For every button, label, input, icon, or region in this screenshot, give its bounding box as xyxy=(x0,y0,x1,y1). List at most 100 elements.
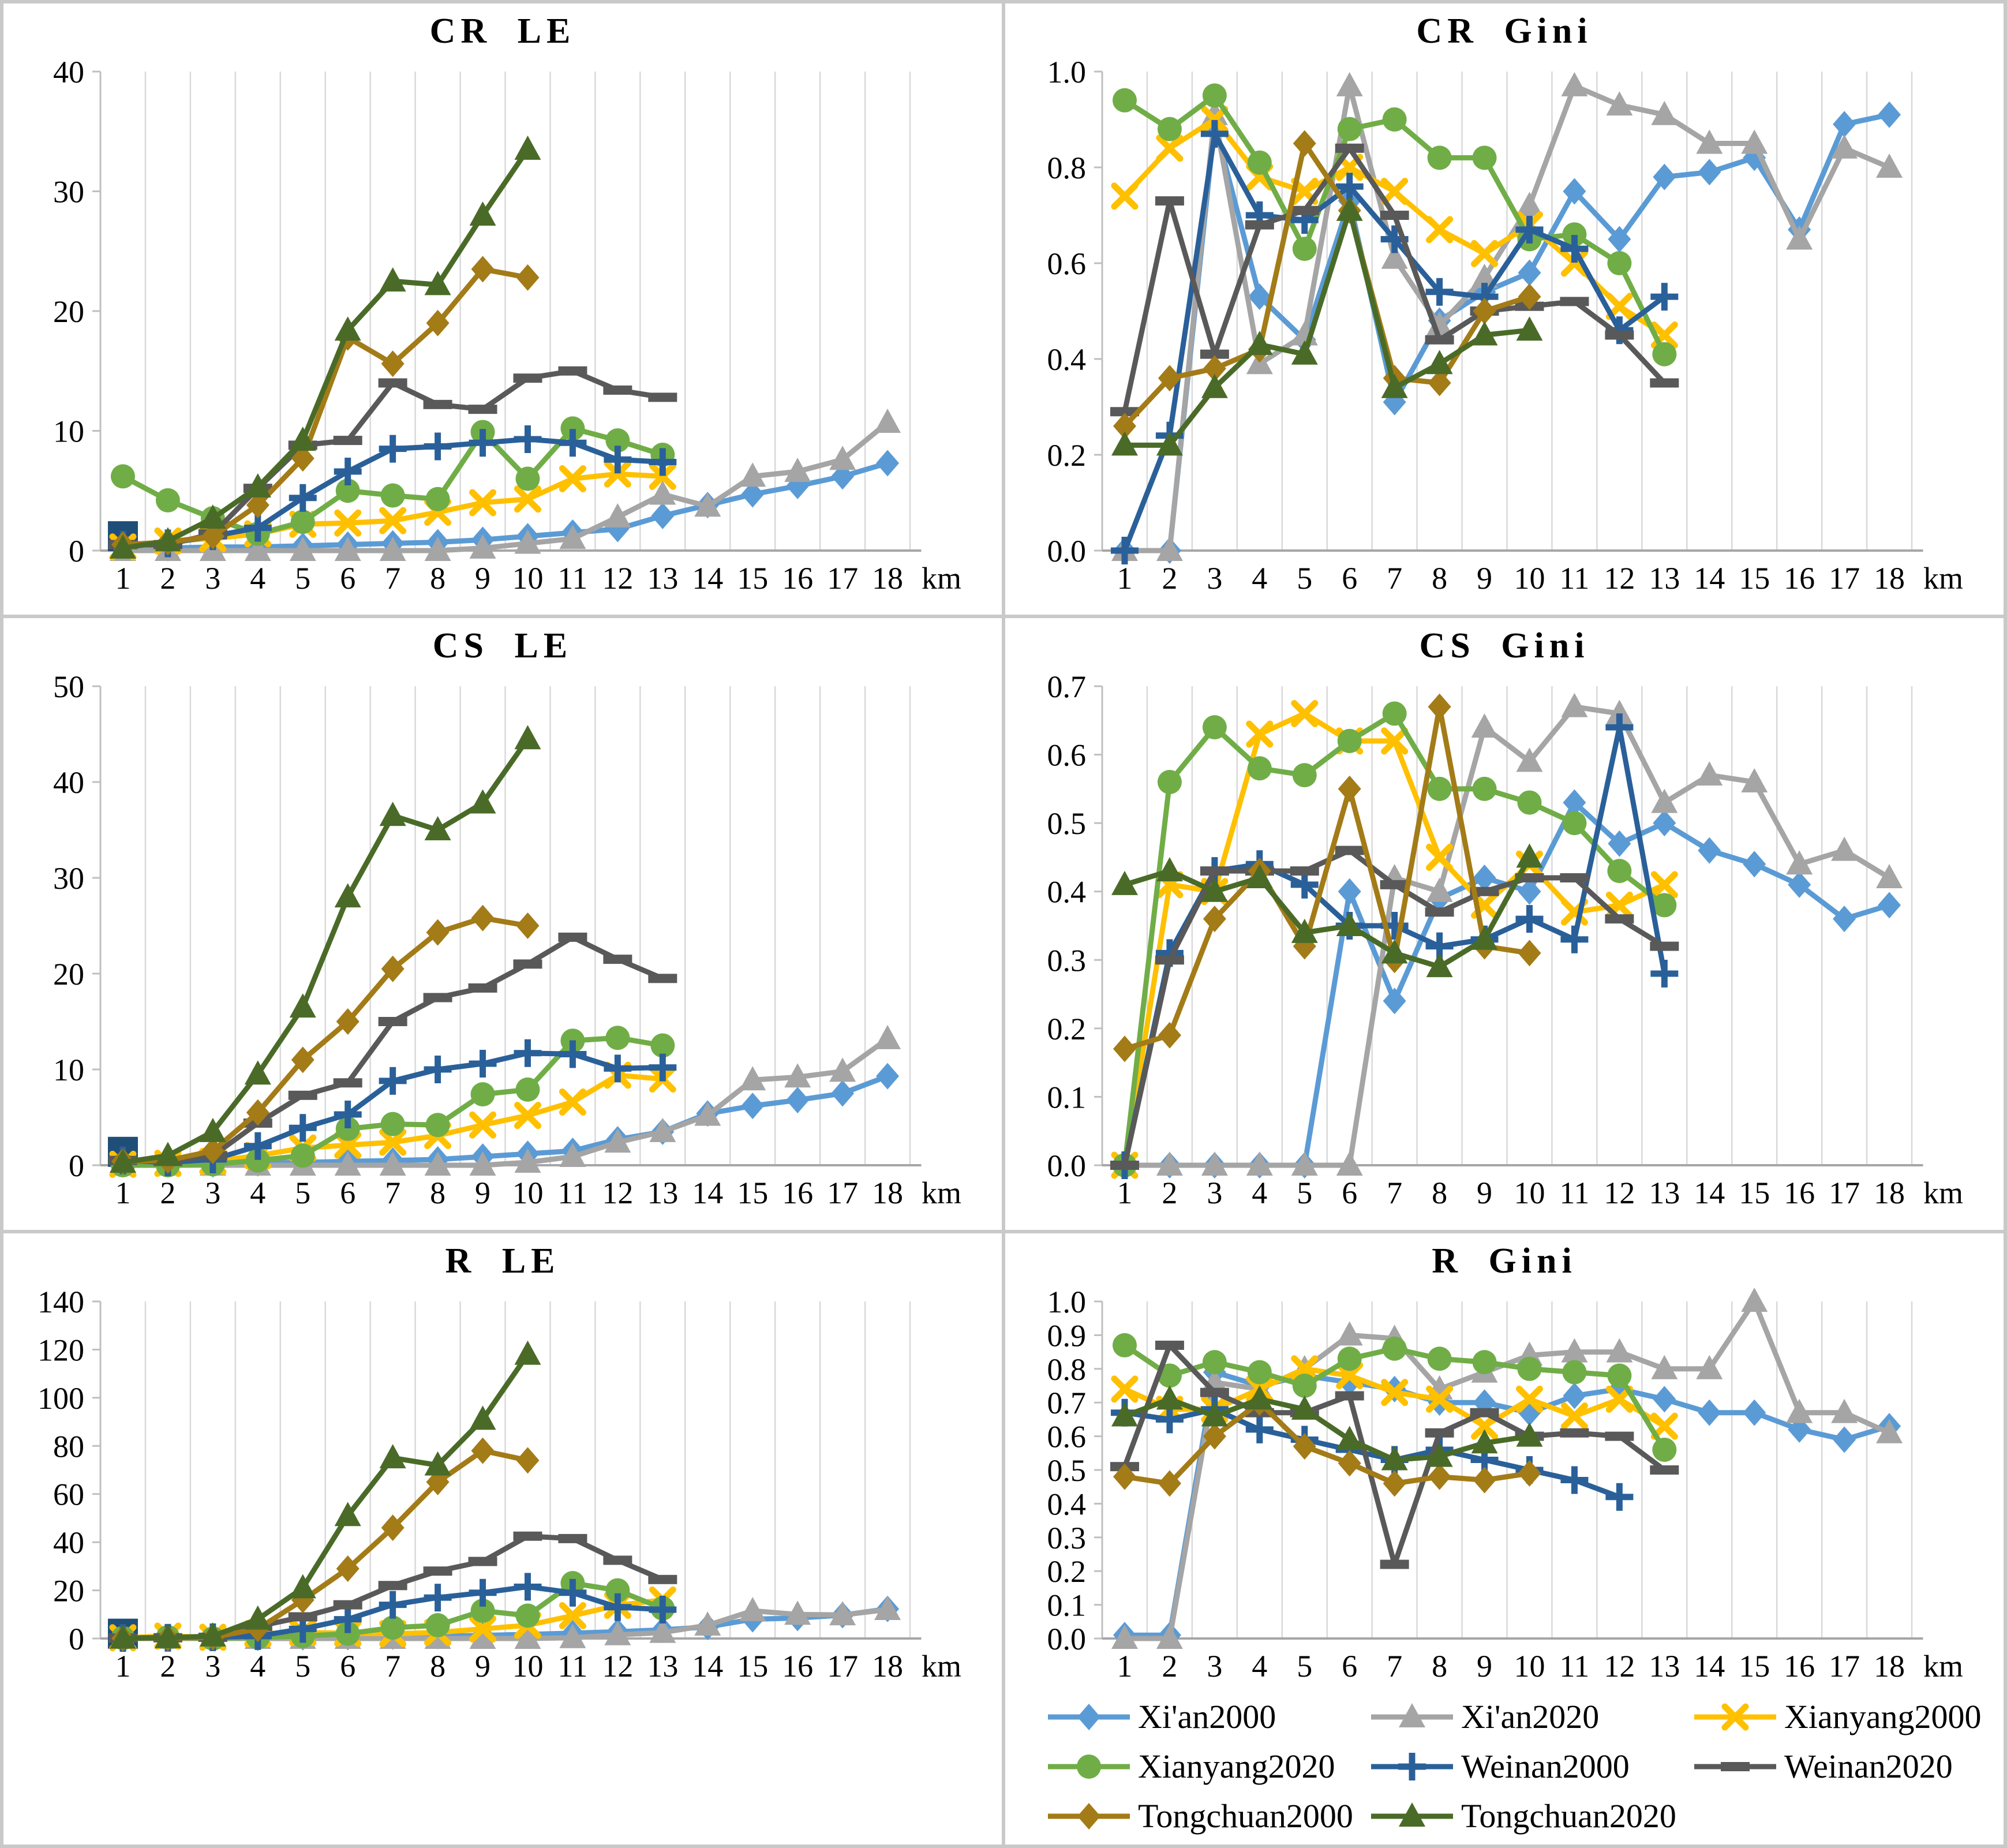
svg-text:0.5: 0.5 xyxy=(1047,806,1087,841)
svg-text:9: 9 xyxy=(475,1649,490,1684)
svg-text:11: 11 xyxy=(557,1649,587,1684)
svg-text:6: 6 xyxy=(340,1176,355,1210)
chart-title-cr-le: CR LE xyxy=(429,12,576,51)
svg-text:13: 13 xyxy=(1649,1649,1680,1684)
svg-text:80: 80 xyxy=(53,1429,84,1464)
svg-text:30: 30 xyxy=(53,861,84,896)
svg-text:15: 15 xyxy=(1739,1649,1770,1684)
svg-text:9: 9 xyxy=(1477,561,1492,596)
svg-text:0: 0 xyxy=(69,1149,84,1183)
triangle-series-marker-icon xyxy=(1371,1802,1453,1827)
svg-text:0.6: 0.6 xyxy=(1047,738,1087,773)
svg-text:7: 7 xyxy=(1387,1649,1402,1684)
plus-series-marker-icon xyxy=(1371,1752,1453,1780)
svg-text:2: 2 xyxy=(160,1649,175,1684)
svg-text:3: 3 xyxy=(1207,1176,1222,1210)
svg-text:20: 20 xyxy=(53,294,84,329)
svg-text:17: 17 xyxy=(1829,1649,1860,1684)
legend: Xi'an2000 Xi'an2020 Xianyang2000 Xianyang20… xyxy=(1005,1692,2004,1839)
legend-item-tongchuan2000: Tongchuan2000 xyxy=(1046,1793,1369,1839)
svg-text:0.3: 0.3 xyxy=(1047,1520,1087,1555)
svg-text:0.2: 0.2 xyxy=(1047,438,1087,473)
legend-label: Weinan2020 xyxy=(1784,1748,1953,1786)
svg-text:2: 2 xyxy=(1162,1176,1177,1210)
svg-text:16: 16 xyxy=(782,1176,813,1210)
svg-text:5: 5 xyxy=(295,561,310,596)
svg-text:17: 17 xyxy=(1829,561,1860,596)
svg-text:13: 13 xyxy=(647,1176,678,1210)
svg-text:3: 3 xyxy=(1207,561,1222,596)
x-series-marker-icon xyxy=(1694,1703,1776,1731)
svg-text:9: 9 xyxy=(475,561,490,596)
svg-text:15: 15 xyxy=(737,1176,768,1210)
svg-text:0.4: 0.4 xyxy=(1047,1487,1087,1521)
svg-text:0.7: 0.7 xyxy=(1047,1386,1087,1420)
svg-text:16: 16 xyxy=(1784,561,1815,596)
legend-item-xi-an2020: Xi'an2020 xyxy=(1369,1694,1692,1740)
svg-text:18: 18 xyxy=(1874,1649,1905,1684)
chart-r-gini: 0.00.10.20.30.40.50.60.70.80.91.01 2 3 4 5 6 7… xyxy=(1047,1285,1964,1684)
svg-text:0.2: 0.2 xyxy=(1047,1012,1087,1046)
svg-text:km: km xyxy=(1923,1176,1963,1210)
panel-cs-gini: CS Gini 0.0 0.1 0.2 0.3 0.4 0.5 0.6 0.7 1 2 3 4 5 6 7 8… xyxy=(1005,618,2004,1230)
svg-text:8: 8 xyxy=(430,1649,445,1684)
svg-text:8: 8 xyxy=(430,561,445,596)
svg-text:17: 17 xyxy=(827,1176,858,1210)
svg-text:14: 14 xyxy=(1694,1649,1725,1684)
svg-text:12: 12 xyxy=(602,1649,633,1684)
svg-text:2: 2 xyxy=(160,561,175,596)
legend-label: Tongchuan2000 xyxy=(1138,1797,1353,1835)
svg-text:15: 15 xyxy=(1739,561,1770,596)
svg-text:12: 12 xyxy=(602,1176,633,1210)
svg-text:4: 4 xyxy=(1252,561,1267,596)
legend-item-xianyang2020: Xianyang2020 xyxy=(1046,1744,1369,1790)
svg-text:0.1: 0.1 xyxy=(1047,1588,1087,1622)
legend-item-xianyang2000: Xianyang2000 xyxy=(1692,1694,2004,1740)
svg-text:9: 9 xyxy=(475,1176,490,1210)
svg-text:12: 12 xyxy=(1604,1176,1635,1210)
svg-text:0.8: 0.8 xyxy=(1047,1352,1087,1386)
svg-text:18: 18 xyxy=(1874,561,1905,596)
panel-cr-gini: CR Gini 0.0 0.2 0.4 0.6 0.8 1.0 1 2 3 4 5 6 7 8 9 10 11 1… xyxy=(1005,3,2004,615)
chart-title-cr-gini: CR Gini xyxy=(1416,12,1593,51)
svg-text:0.2: 0.2 xyxy=(1047,1554,1087,1589)
svg-text:5: 5 xyxy=(1297,1649,1312,1684)
diamond-series-marker-icon xyxy=(1048,1703,1130,1730)
svg-text:8: 8 xyxy=(430,1176,445,1210)
svg-text:4: 4 xyxy=(1252,1649,1267,1684)
svg-text:40: 40 xyxy=(53,55,84,89)
svg-text:10: 10 xyxy=(512,1176,543,1210)
svg-text:0.4: 0.4 xyxy=(1047,875,1087,910)
svg-text:12: 12 xyxy=(1604,1649,1635,1684)
svg-text:14: 14 xyxy=(1694,561,1725,596)
svg-text:0.3: 0.3 xyxy=(1047,944,1087,978)
svg-text:7: 7 xyxy=(385,561,400,596)
dash-series-marker-icon xyxy=(1694,1761,1776,1771)
svg-text:1.0: 1.0 xyxy=(1047,55,1087,89)
svg-text:8: 8 xyxy=(1432,561,1447,596)
svg-text:20: 20 xyxy=(53,1573,84,1608)
svg-text:16: 16 xyxy=(1784,1649,1815,1684)
svg-text:12: 12 xyxy=(602,561,633,596)
svg-text:14: 14 xyxy=(692,1649,723,1684)
svg-text:3: 3 xyxy=(205,1176,220,1210)
svg-text:0.0: 0.0 xyxy=(1047,1622,1087,1656)
svg-text:1: 1 xyxy=(115,1176,130,1210)
svg-text:0: 0 xyxy=(69,1622,84,1656)
panel-r-le-blank xyxy=(3,1692,1002,1845)
svg-text:2: 2 xyxy=(1162,1649,1177,1684)
svg-text:17: 17 xyxy=(1829,1176,1860,1210)
chart-title-r-gini: R Gini xyxy=(1432,1241,1577,1281)
panel-cr-le: CR LE 0 10 20 30 40 1 2 3 4 5 6 7 8 9 10 11 12 13 14 15 16 17… xyxy=(3,3,1002,615)
svg-text:6: 6 xyxy=(1342,561,1357,596)
svg-text:50: 50 xyxy=(53,669,84,704)
svg-text:10: 10 xyxy=(1514,561,1545,596)
svg-text:0.6: 0.6 xyxy=(1047,1419,1087,1454)
svg-text:13: 13 xyxy=(1649,561,1680,596)
svg-text:km: km xyxy=(922,561,961,596)
svg-text:7: 7 xyxy=(1387,561,1402,596)
